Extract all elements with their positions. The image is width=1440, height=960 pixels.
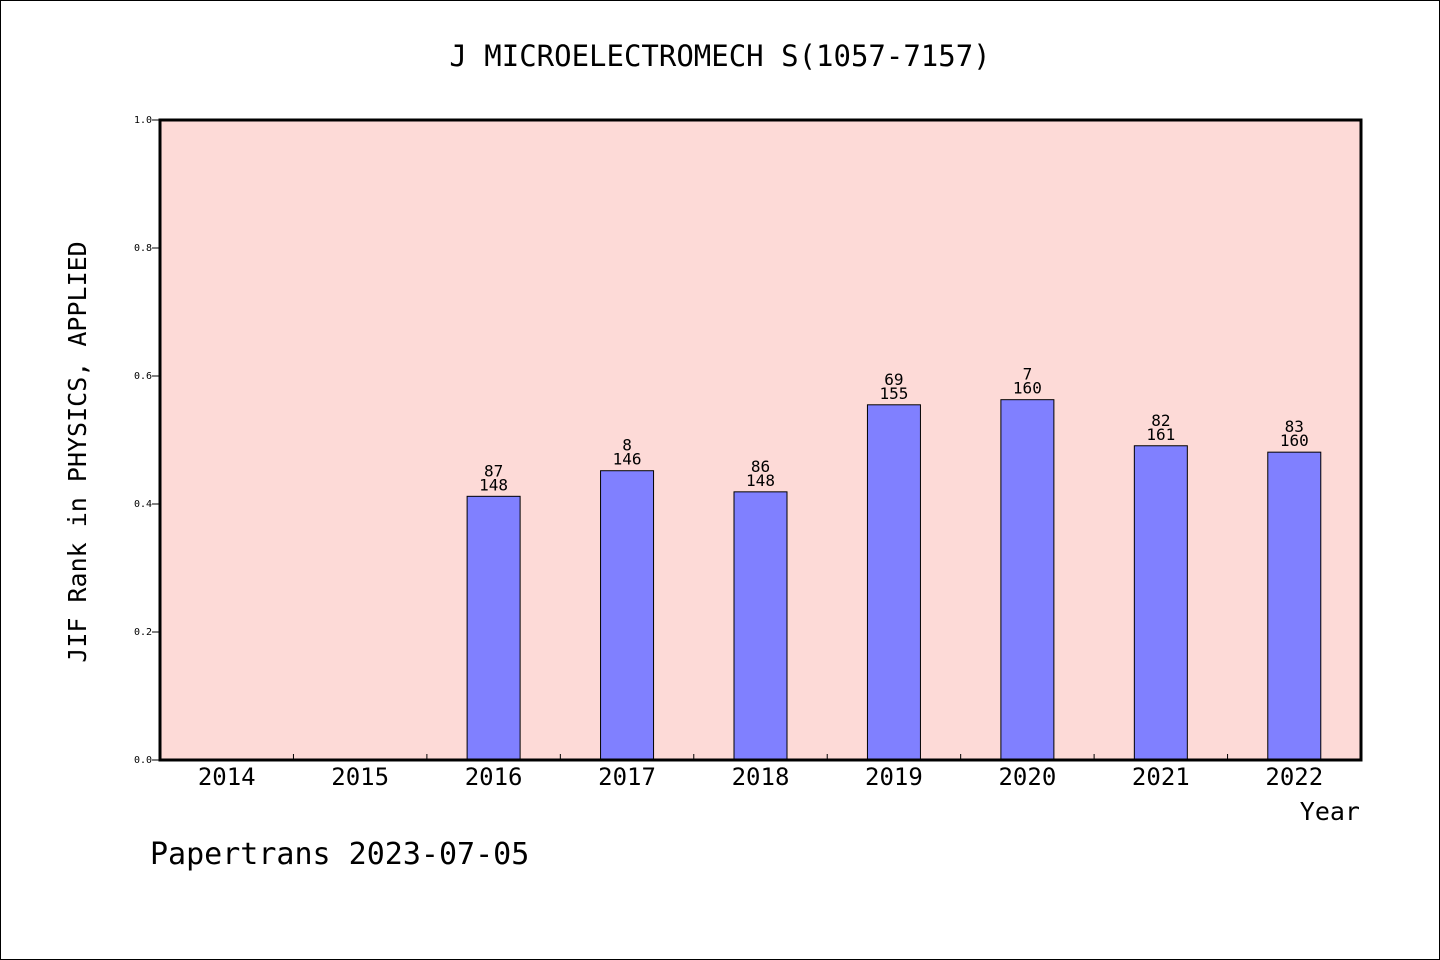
x-tick-label: 2017 xyxy=(598,763,656,791)
bar xyxy=(1000,399,1055,761)
chart-title: J MICROELECTROMECH S(1057-7157) xyxy=(449,39,990,73)
bar-total-label: 146 xyxy=(613,450,642,469)
bar-rank-label: 82 xyxy=(1151,411,1170,430)
bar xyxy=(866,404,921,761)
bar xyxy=(1267,451,1322,761)
bar-rank-label: 86 xyxy=(751,457,770,476)
x-axis-title: Year xyxy=(1300,797,1360,826)
bar xyxy=(466,495,521,761)
y-tick-label: 0.2 xyxy=(134,627,152,638)
y-tick-label: 0.6 xyxy=(134,371,152,382)
y-axis-title: JIF Rank in PHYSICS, APPLIED xyxy=(63,241,92,662)
bar-rank-label: 87 xyxy=(484,461,503,480)
plot-border xyxy=(158,118,1363,762)
x-tick-label: 2021 xyxy=(1132,763,1190,791)
x-tick-label: 2015 xyxy=(331,763,389,791)
bars-layer xyxy=(466,399,1322,761)
y-tick-label: 0.0 xyxy=(134,755,152,766)
bar-total-label: 160 xyxy=(1280,431,1309,450)
bar-total-label: 161 xyxy=(1146,425,1175,444)
x-tick-label: 2016 xyxy=(465,763,523,791)
y-tick-label: 0.8 xyxy=(134,243,152,254)
x-tick-label: 2022 xyxy=(1265,763,1323,791)
x-tick-label: 2018 xyxy=(732,763,790,791)
bar-rank-label: 69 xyxy=(884,370,903,389)
bar-total-label: 160 xyxy=(1013,379,1042,398)
x-tick-label: 2014 xyxy=(198,763,256,791)
bar-total-label: 148 xyxy=(479,475,508,494)
x-tick-label: 2019 xyxy=(865,763,923,791)
bar xyxy=(600,470,655,761)
bar xyxy=(733,491,788,761)
bar-rank-label: 7 xyxy=(1023,365,1033,384)
bar-total-label: 155 xyxy=(879,384,908,403)
bar xyxy=(1133,445,1188,761)
y-tick-label: 1.0 xyxy=(134,115,152,126)
bar-rank-label: 8 xyxy=(622,436,632,455)
bar-rank-label: 83 xyxy=(1285,417,1304,436)
y-tick-label: 0.4 xyxy=(134,499,152,510)
credit-text: Papertrans 2023-07-05 xyxy=(150,837,529,872)
bar-total-label: 148 xyxy=(746,471,775,490)
x-tick-label: 2020 xyxy=(998,763,1056,791)
